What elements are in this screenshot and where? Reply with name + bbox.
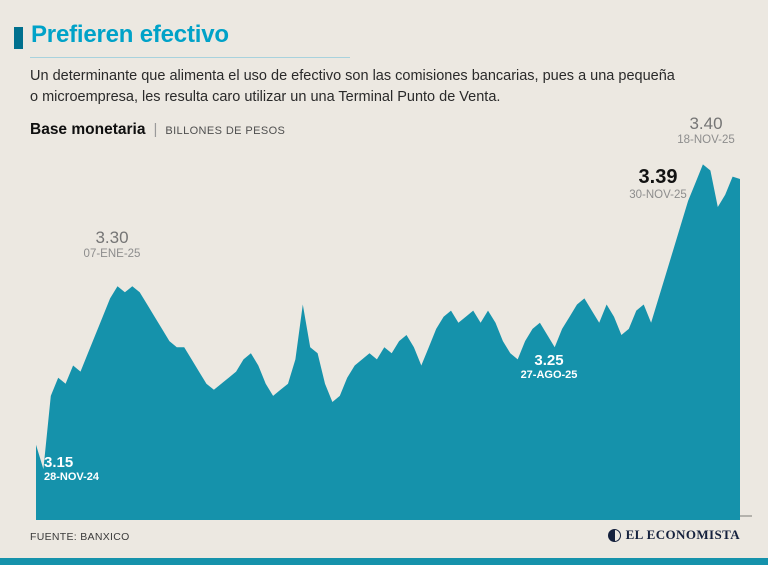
annotation-date: 18-NOV-25 [677,133,735,146]
annotation-peak-nov: 3.40 18-NOV-25 [658,114,754,147]
title-underline [30,57,350,58]
series-label: Base monetaria [30,121,146,138]
brand-name: EL ECONOMISTA [625,527,740,542]
annotation-date: 27-AGO-25 [520,369,578,382]
page-title: Prefieren efectivo [31,21,229,48]
annotation-date: 07-ENE-25 [83,247,141,260]
annotation-peak-ene: 3.30 07-ENE-25 [67,228,157,261]
series-separator: | [153,121,158,138]
area-chart-svg [36,164,752,520]
annotation-date: 28-NOV-24 [44,471,100,484]
annotation-date: 30-NOV-25 [629,189,687,201]
series-units: BILLONES DE PESOS [165,125,286,137]
annotation-value: 3.25 [534,352,564,369]
annotation-latest: 3.39 30-NOV-25 [604,166,712,203]
brand-logo: EL ECONOMISTA [607,527,740,543]
chart-description: Un determinante que alimenta el uso de e… [30,68,675,105]
annotation-value: 3.40 [689,114,723,133]
annotation-value: 3.15 [44,454,74,471]
source-note: FUENTE: BANXICO [30,531,130,543]
globe-icon [607,528,621,542]
series-header: Base monetaria | BILLONES DE PESOS [30,121,285,139]
annotation-start: 3.15 28-NOV-24 [44,454,174,484]
annotation-mid-dip: 3.25 27-AGO-25 [494,352,604,382]
title-marker [14,27,23,49]
annotation-value: 3.39 [638,166,678,188]
bottom-accent-bar [0,558,768,565]
area-path [36,164,740,520]
chart-area: 3.30 07-ENE-25 3.40 18-NOV-25 3.39 30-NO… [0,110,768,520]
annotation-value: 3.30 [95,228,129,247]
